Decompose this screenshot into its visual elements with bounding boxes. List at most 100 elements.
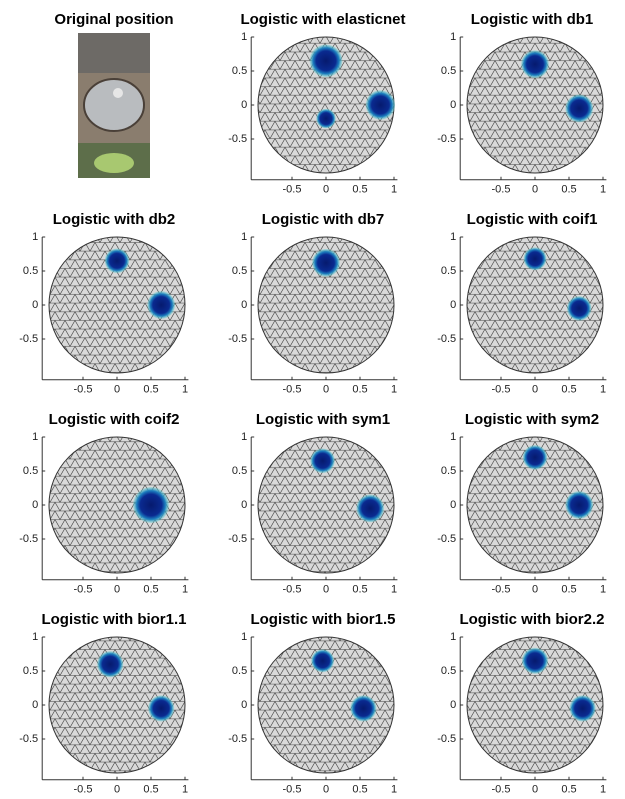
target [524, 247, 547, 270]
y-tick-label: 0.5 [441, 465, 456, 477]
y-tick-label: 1 [32, 231, 38, 243]
x-tick-label: 0 [532, 384, 538, 396]
y-tick-label: 1 [32, 631, 38, 643]
x-tick-label: 0 [532, 584, 538, 596]
panel-title: Logistic with coif1 [467, 211, 598, 228]
x-tick-label: 0.5 [561, 584, 576, 596]
target [316, 109, 336, 129]
y-tick-label: 1 [450, 31, 456, 43]
target [522, 648, 548, 674]
x-tick-label: 1 [391, 184, 397, 196]
panel-title: Logistic with db2 [53, 211, 176, 228]
y-tick-label: 0 [450, 699, 456, 711]
y-tick-label: -0.5 [19, 533, 38, 545]
panel-title: Logistic with bior2.2 [459, 611, 604, 628]
panel-title: Logistic with sym1 [256, 411, 390, 428]
x-tick-label: -0.5 [74, 384, 93, 396]
y-tick-label: 1 [450, 231, 456, 243]
y-tick-label: -0.5 [437, 533, 456, 545]
x-tick-label: 0.5 [352, 784, 367, 796]
x-tick-label: 0.5 [143, 584, 158, 596]
y-tick-label: -0.5 [228, 133, 247, 145]
x-tick-label: -0.5 [283, 384, 302, 396]
x-tick-label: 0 [323, 384, 329, 396]
y-tick-label: 0.5 [23, 265, 38, 277]
x-tick-label: 1 [182, 584, 188, 596]
target [523, 445, 547, 469]
y-tick-label: 0.5 [232, 465, 247, 477]
x-tick-label: -0.5 [492, 784, 511, 796]
target [356, 495, 384, 523]
y-tick-label: 0 [32, 299, 38, 311]
x-tick-label: 0 [114, 584, 120, 596]
y-tick-label: 0 [241, 499, 247, 511]
y-tick-label: -0.5 [228, 733, 247, 745]
y-tick-label: -0.5 [437, 133, 456, 145]
x-tick-label: 0 [323, 184, 329, 196]
photo [78, 33, 150, 178]
y-tick-label: -0.5 [19, 333, 38, 345]
y-tick-label: 0.5 [23, 465, 38, 477]
photo-rod [113, 88, 123, 98]
target [310, 449, 334, 473]
y-tick-label: 0 [450, 499, 456, 511]
y-tick-label: 0.5 [232, 665, 247, 677]
photo-bowl [94, 153, 134, 173]
y-tick-label: 0 [450, 299, 456, 311]
panel-title: Logistic with coif2 [49, 411, 180, 428]
x-tick-label: -0.5 [492, 184, 511, 196]
target [350, 695, 376, 721]
target [310, 44, 343, 77]
x-tick-label: 1 [600, 184, 606, 196]
x-tick-label: 0 [323, 584, 329, 596]
x-tick-label: 0.5 [561, 784, 576, 796]
photo-top [78, 33, 150, 73]
y-tick-label: 0 [450, 99, 456, 111]
panel-title: Logistic with elasticnet [240, 11, 405, 28]
y-tick-label: 0.5 [441, 265, 456, 277]
y-tick-label: 0.5 [232, 265, 247, 277]
x-tick-label: -0.5 [283, 784, 302, 796]
x-tick-label: 0.5 [143, 384, 158, 396]
panel-title: Original position [54, 11, 173, 28]
x-tick-label: 0 [532, 184, 538, 196]
y-tick-label: 0.5 [441, 665, 456, 677]
x-tick-label: -0.5 [74, 784, 93, 796]
target [97, 651, 123, 677]
panel-title: Logistic with sym2 [465, 411, 599, 428]
y-tick-label: -0.5 [228, 533, 247, 545]
y-tick-label: 0 [241, 699, 247, 711]
panel-title: Logistic with db1 [471, 11, 594, 28]
x-tick-label: -0.5 [283, 584, 302, 596]
y-tick-label: 0 [32, 699, 38, 711]
panel-title: Logistic with db7 [262, 211, 385, 228]
target [567, 296, 591, 320]
x-tick-label: -0.5 [492, 584, 511, 596]
x-tick-label: 1 [391, 584, 397, 596]
x-tick-label: 0 [323, 784, 329, 796]
y-tick-label: 1 [450, 631, 456, 643]
x-tick-label: -0.5 [283, 184, 302, 196]
y-tick-label: 0 [241, 99, 247, 111]
x-tick-label: 0.5 [352, 384, 367, 396]
y-tick-label: 0.5 [232, 65, 247, 77]
x-tick-label: 0.5 [352, 584, 367, 596]
x-tick-label: 1 [391, 784, 397, 796]
x-tick-label: 0 [114, 384, 120, 396]
target [312, 249, 340, 277]
x-tick-label: 1 [600, 384, 606, 396]
x-tick-label: 0.5 [143, 784, 158, 796]
y-tick-label: 1 [241, 631, 247, 643]
target [147, 291, 175, 319]
x-tick-label: 0 [532, 784, 538, 796]
y-tick-label: 1 [32, 431, 38, 443]
y-tick-label: 0.5 [23, 665, 38, 677]
y-tick-label: -0.5 [228, 333, 247, 345]
x-tick-label: -0.5 [74, 584, 93, 596]
target [521, 50, 549, 78]
x-tick-label: 0 [114, 784, 120, 796]
target [565, 95, 593, 123]
target [366, 90, 395, 119]
x-tick-label: 0.5 [561, 384, 576, 396]
panel-title: Logistic with bior1.1 [41, 611, 186, 628]
